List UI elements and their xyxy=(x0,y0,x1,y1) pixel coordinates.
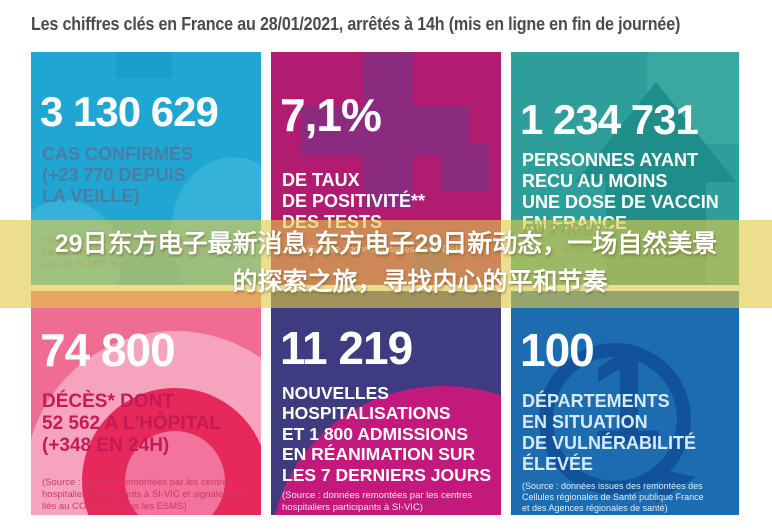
stat-value: 74 800 xyxy=(40,324,176,376)
stat-source: (Source : données remontées par les cent… xyxy=(42,477,249,512)
stat-label: PERSONNES AYANT RECU AU MOINS UNE DOSE D… xyxy=(522,150,719,233)
bullseye-icon xyxy=(125,431,225,515)
stat-value: 7,1% xyxy=(280,89,382,141)
rectangle-decoration xyxy=(116,52,172,78)
stat-card-hospitalisations: 11 219 NOUVELLES HOSPITALISATIONS ET 1 8… xyxy=(271,291,501,515)
stat-label: DÉCÈS* DONT 52 562 A L'HÔPITAL (+348 EN … xyxy=(42,391,222,457)
page-title: Les chiffres clés en France au 28/01/202… xyxy=(31,13,681,34)
headline-line-1: 29日东方电子最新消息,东方电子29日新动态，一场自然美景 xyxy=(54,230,718,258)
stat-label: NOUVELLES HOSPITALISATIONS ET 1 800 ADMI… xyxy=(282,383,492,485)
stat-label: CAS CONFIRMÉS (+23 770 DEPUIS LA VEILLE) xyxy=(42,144,194,207)
square-decoration xyxy=(441,144,489,192)
stat-source: (Source : données remontées par les cent… xyxy=(282,490,473,513)
stat-value: 3 130 629 xyxy=(40,88,219,135)
stat-value: 100 xyxy=(520,324,595,376)
stat-source: (Source : données issues des remontées d… xyxy=(522,481,704,513)
stat-card-deaths: 74 800 DÉCÈS* DONT 52 562 A L'HÔPITAL (+… xyxy=(31,291,261,515)
stat-value: 1 234 731 xyxy=(520,96,699,143)
stat-label: DÉPARTEMENTS EN SITUATION DE VULNÉRABILI… xyxy=(522,391,697,475)
stat-value: 11 219 xyxy=(280,322,413,374)
headline-line-2: 的探索之旅，寻找内心的平和节奏 xyxy=(232,268,608,296)
headline-overlay-banner: 29日东方电子最新消息,东方电子29日新动态，一场自然美景 的探索之旅，寻找内心… xyxy=(0,220,772,308)
stat-card-vulnerable-departments: 1 100 DÉPARTEMENTS EN SITUATION DE VULNÉ… xyxy=(511,291,739,515)
